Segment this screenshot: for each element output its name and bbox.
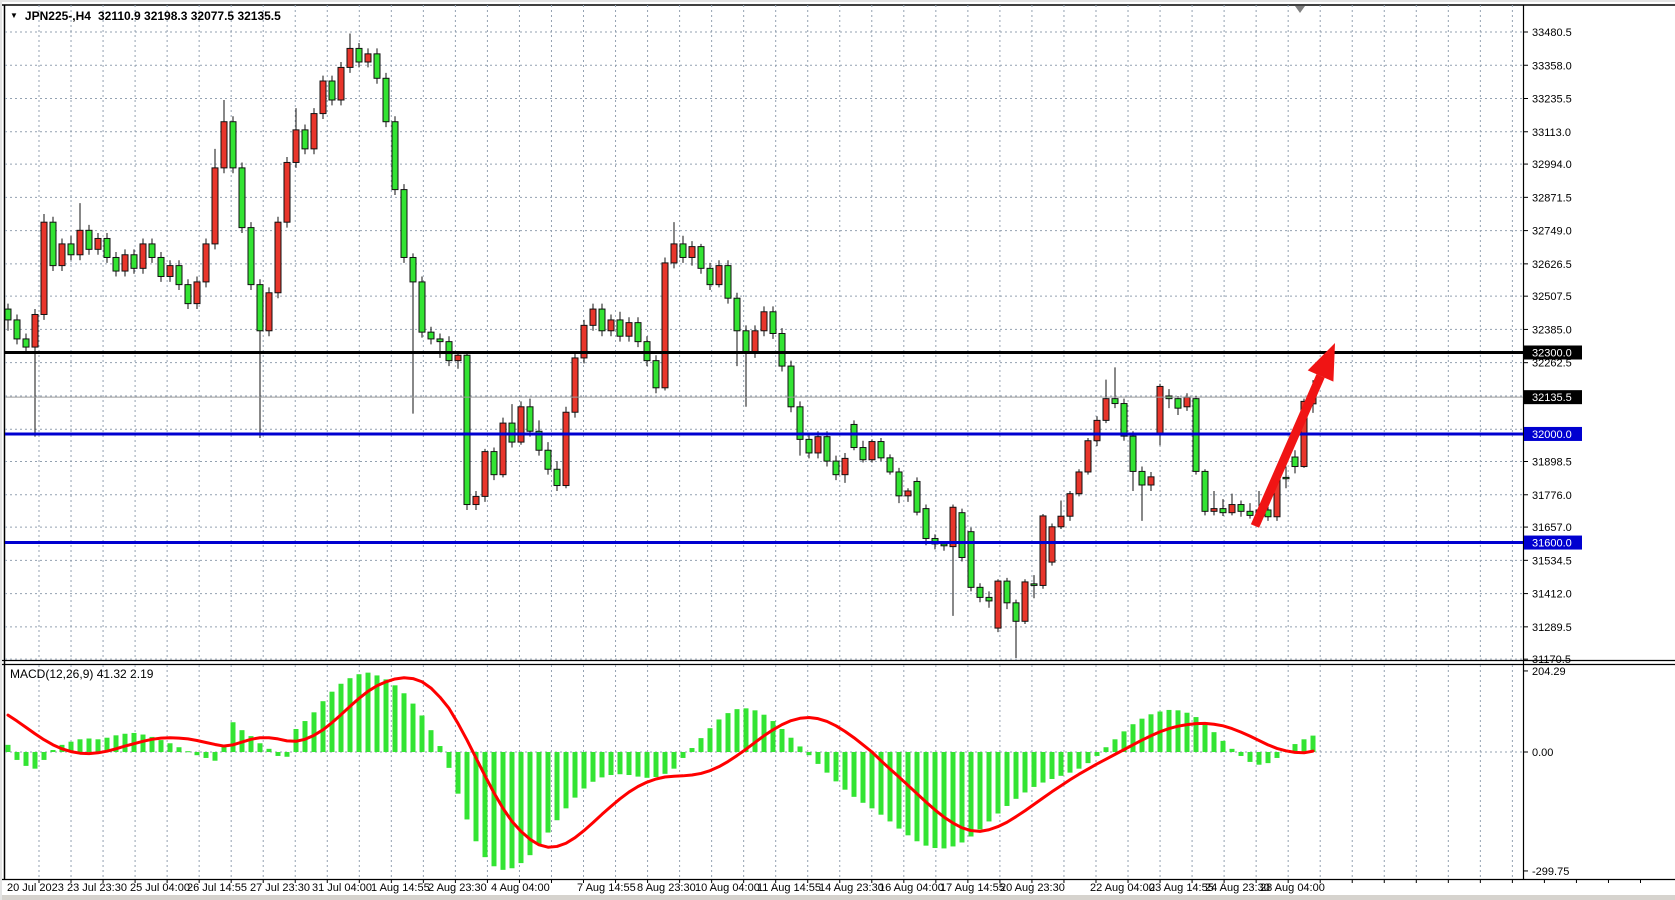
svg-text:26 Jul 14:55: 26 Jul 14:55 — [187, 882, 247, 894]
svg-text:8 Aug 23:30: 8 Aug 23:30 — [637, 882, 696, 894]
symbol-dropdown-icon[interactable]: ▼ — [10, 11, 18, 20]
price-badge-32300.0: 32300.0 — [1524, 345, 1582, 360]
svg-text:23 Aug 14:55: 23 Aug 14:55 — [1149, 882, 1214, 894]
svg-text:31776.0: 31776.0 — [1532, 490, 1572, 502]
svg-text:33480.5: 33480.5 — [1532, 27, 1572, 39]
price-axis: 33480.5 33358.0 33235.5 33113.0 32994.0 32871… — [1523, 27, 1572, 666]
svg-text:16 Aug 04:00: 16 Aug 04:00 — [879, 882, 944, 894]
macd-signal-line — [6, 676, 1315, 849]
candles-layer — [4, 33, 1317, 658]
svg-text:23 Jul 23:30: 23 Jul 23:30 — [67, 882, 127, 894]
grid-lines — [5, 5, 1523, 879]
svg-text:0.00: 0.00 — [1532, 747, 1553, 759]
chart-ohlc-values: 32110.9 32198.3 32077.5 32135.5 — [97, 9, 281, 23]
svg-text:4 Aug 04:00: 4 Aug 04:00 — [491, 882, 550, 894]
svg-text:31657.0: 31657.0 — [1532, 522, 1572, 534]
svg-text:25 Jul 04:00: 25 Jul 04:00 — [130, 882, 190, 894]
price-badge-31600.0: 31600.0 — [1524, 535, 1582, 550]
svg-text:27 Jul 23:30: 27 Jul 23:30 — [250, 882, 310, 894]
svg-text:32385.0: 32385.0 — [1532, 324, 1572, 336]
svg-text:7 Aug 14:55: 7 Aug 14:55 — [577, 882, 636, 894]
svg-text:20 Jul 2023: 20 Jul 2023 — [7, 882, 64, 894]
svg-text:1 Aug 14:55: 1 Aug 14:55 — [371, 882, 430, 894]
svg-text:24 Aug 23:30: 24 Aug 23:30 — [1205, 882, 1270, 894]
svg-text:32507.5: 32507.5 — [1532, 291, 1572, 303]
up-arrow-annotation[interactable] — [1250, 343, 1335, 528]
svg-text:17 Aug 14:55: 17 Aug 14:55 — [940, 882, 1005, 894]
svg-text:33113.0: 33113.0 — [1532, 127, 1571, 139]
macd-axis: 204.29 0.00 -299.75 — [1523, 666, 1569, 878]
svg-text:31170.5: 31170.5 — [1532, 654, 1571, 666]
svg-text:31412.0: 31412.0 — [1532, 589, 1572, 601]
chart-symbol-timeframe: JPN225-,H4 — [24, 9, 91, 23]
price-badge-32000.0: 32000.0 — [1524, 426, 1582, 441]
svg-text:33235.5: 33235.5 — [1532, 94, 1572, 106]
svg-text:32300.0: 32300.0 — [1532, 348, 1572, 360]
svg-text:2 Aug 23:30: 2 Aug 23:30 — [428, 882, 487, 894]
svg-text:32262.5: 32262.5 — [1532, 358, 1572, 370]
svg-text:32626.5: 32626.5 — [1532, 259, 1572, 271]
svg-text:14 Aug 23:30: 14 Aug 23:30 — [819, 882, 884, 894]
svg-text:10 Aug 04:00: 10 Aug 04:00 — [695, 882, 760, 894]
svg-text:22 Aug 04:00: 22 Aug 04:00 — [1090, 882, 1155, 894]
svg-text:32871.5: 32871.5 — [1532, 192, 1572, 204]
svg-text:31600.0: 31600.0 — [1532, 538, 1572, 550]
svg-text:33358.0: 33358.0 — [1532, 60, 1572, 72]
svg-text:31534.5: 31534.5 — [1532, 555, 1572, 567]
svg-text:32135.5: 32135.5 — [1532, 392, 1572, 404]
chart-title: ▼ JPN225-,H4 32110.9 32198.3 32077.5 321… — [10, 9, 281, 23]
svg-text:31289.5: 31289.5 — [1532, 622, 1572, 634]
svg-text:-299.75: -299.75 — [1532, 866, 1569, 878]
svg-text:204.29: 204.29 — [1532, 666, 1566, 678]
price-badge-32135.5: 32135.5 — [1524, 390, 1582, 405]
svg-text:31898.5: 31898.5 — [1532, 457, 1572, 469]
svg-text:28 Aug 04:00: 28 Aug 04:00 — [1260, 882, 1325, 894]
macd-indicator-label: MACD(12,26,9) 41.32 2.19 — [10, 667, 154, 681]
macd-histogram — [5, 672, 1316, 870]
svg-text:11 Aug 14:55: 11 Aug 14:55 — [757, 882, 821, 894]
svg-text:20 Aug 23:30: 20 Aug 23:30 — [1000, 882, 1065, 894]
svg-text:32749.0: 32749.0 — [1532, 226, 1572, 238]
svg-text:32000.0: 32000.0 — [1532, 429, 1572, 441]
svg-text:32994.0: 32994.0 — [1532, 159, 1572, 171]
svg-text:31 Jul 04:00: 31 Jul 04:00 — [312, 882, 372, 894]
